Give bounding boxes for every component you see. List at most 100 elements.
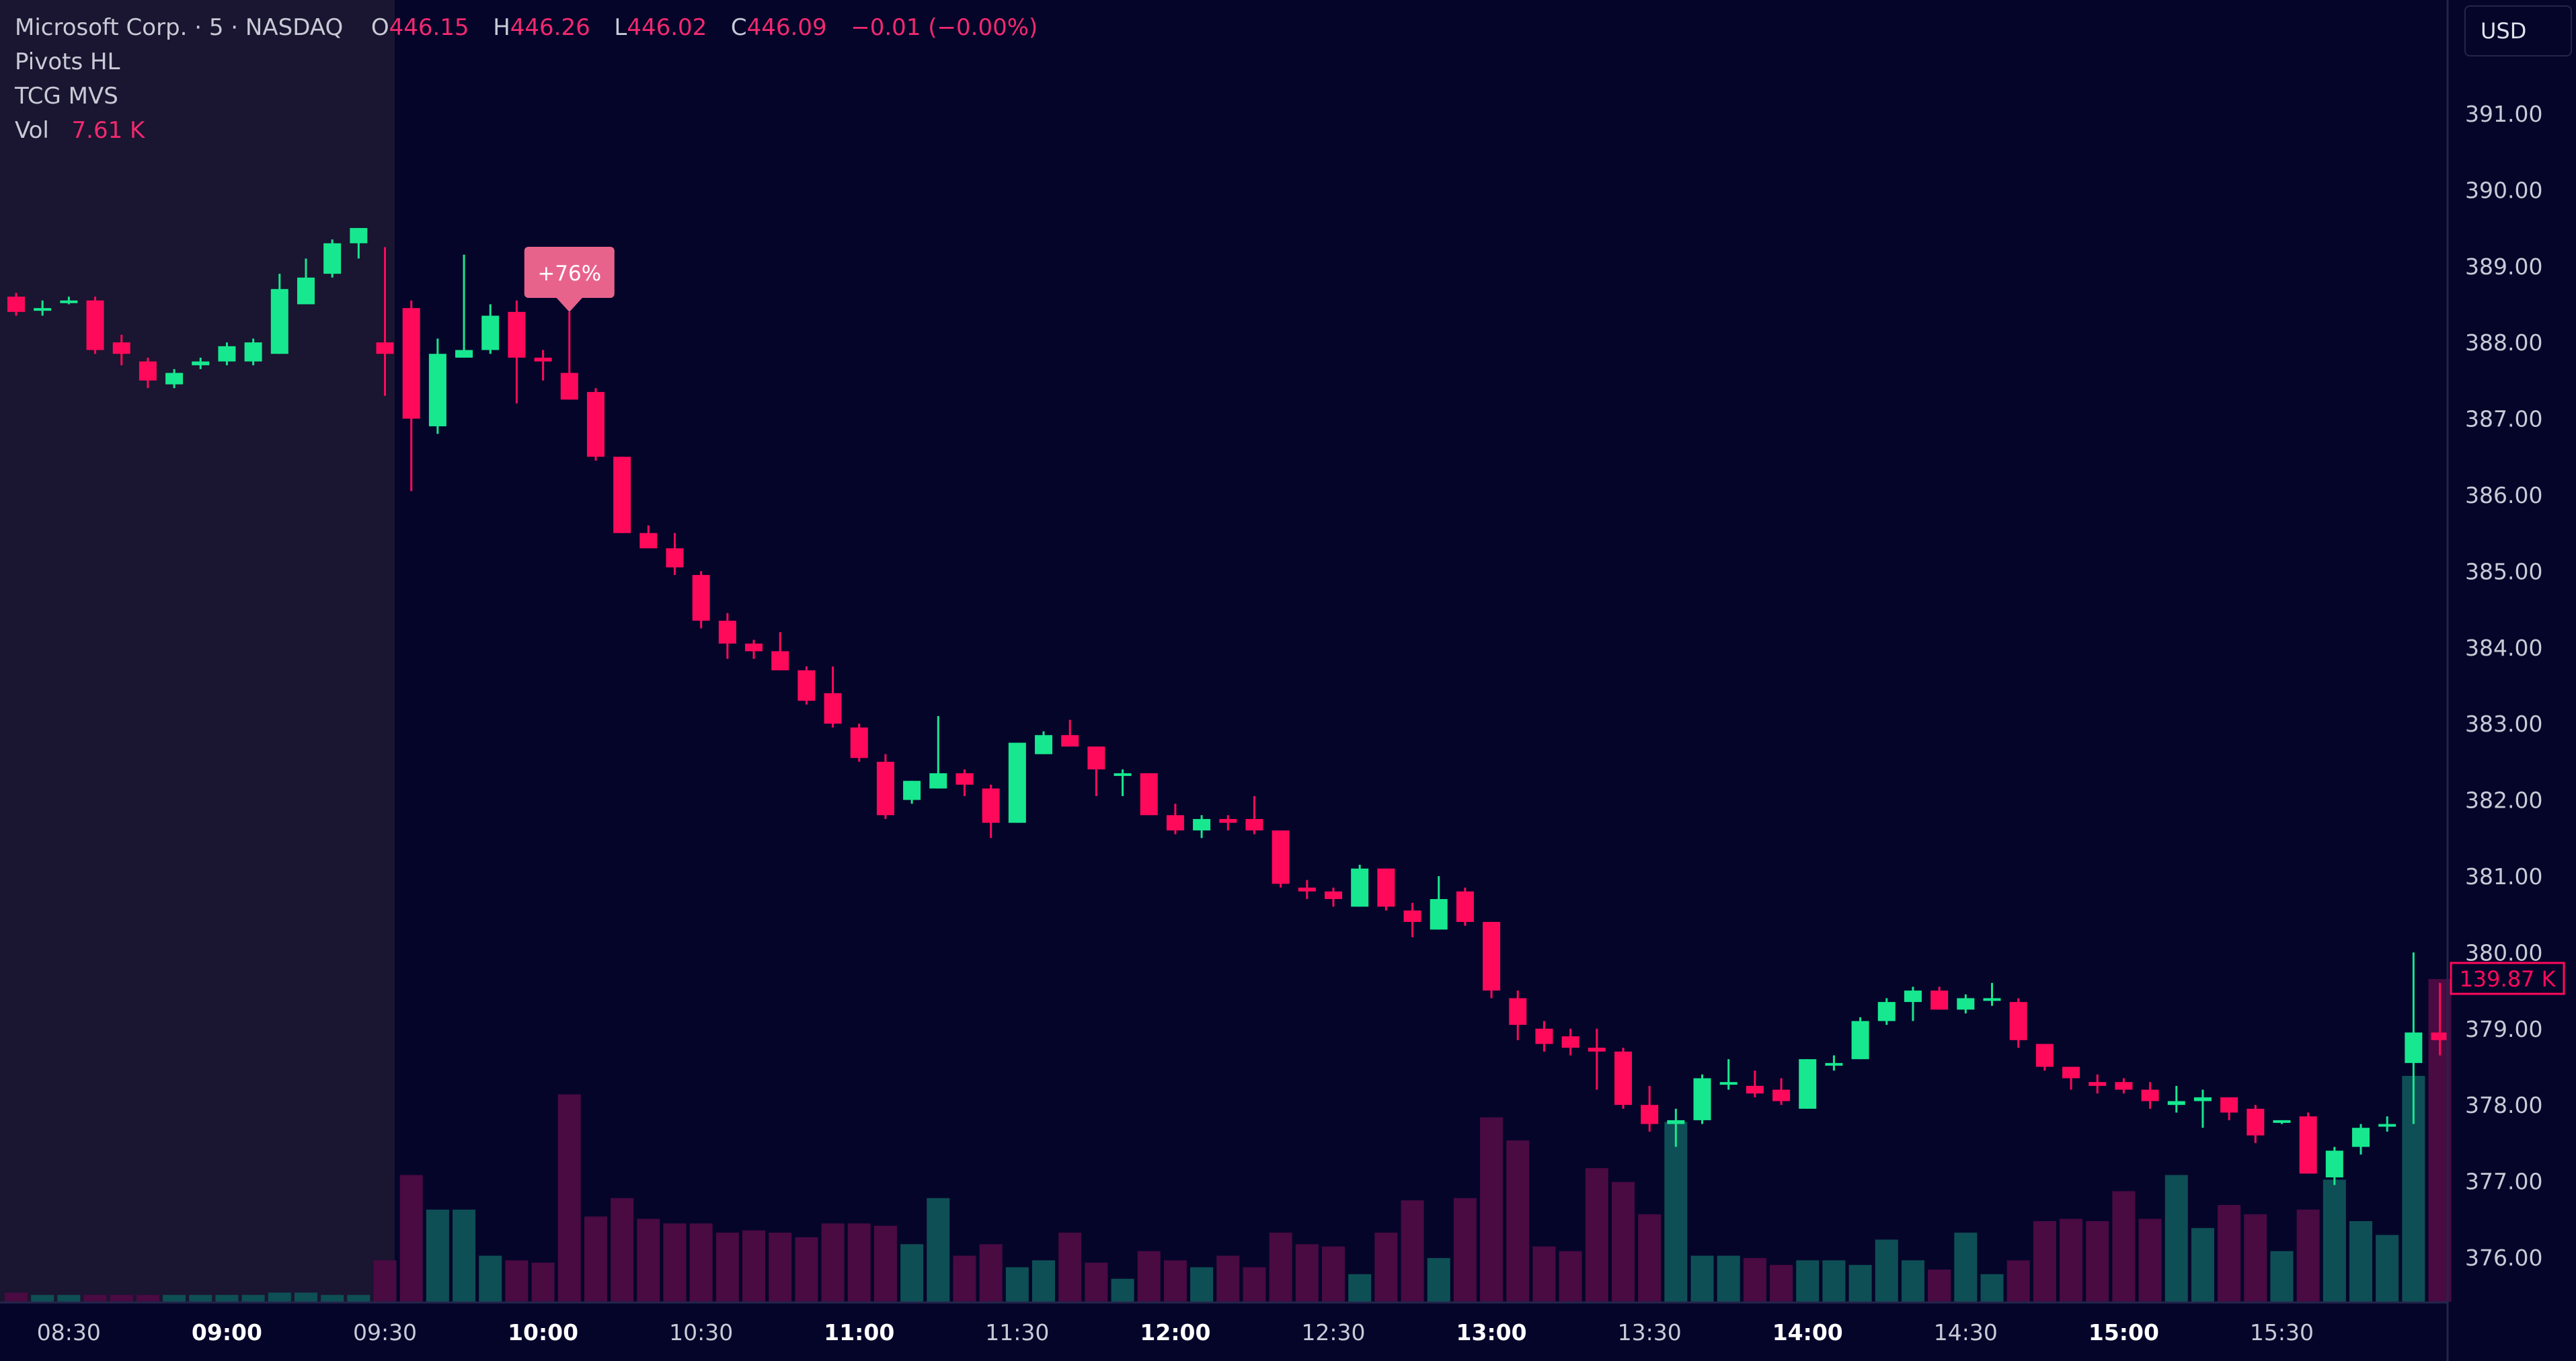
candle-body	[402, 308, 420, 419]
price-tick-label: 384.00	[2465, 635, 2542, 661]
price-tick-label: 379.00	[2465, 1016, 2542, 1042]
candle-body	[1430, 899, 1448, 930]
symbol-title[interactable]: Microsoft Corp. · 5 · NASDAQ	[15, 14, 344, 41]
price-tick-label: 385.00	[2465, 558, 2542, 584]
volume-bar	[1085, 1262, 1108, 1302]
candle-body	[7, 297, 25, 312]
volume-bar	[1822, 1260, 1846, 1302]
volume-bar	[1137, 1251, 1161, 1302]
volume-bar	[505, 1260, 529, 1302]
candle-body	[1245, 818, 1263, 830]
candle-body	[1035, 735, 1053, 754]
volume-bar	[1770, 1265, 1793, 1302]
candle-body	[112, 342, 130, 354]
volume-bar	[1058, 1233, 1082, 1302]
volume-bar	[1848, 1265, 1872, 1302]
chart-legend: Microsoft Corp. · 5 · NASDAQ O446.15 H44…	[15, 11, 1038, 148]
candle-body	[2167, 1101, 2185, 1105]
indicator-pivots-hl[interactable]: Pivots HL	[15, 48, 120, 75]
volume-bar	[268, 1292, 291, 1302]
time-axis[interactable]: 08:30 09:00 09:30 10:00 10:30 11:00 11:30 12:00…	[37, 1319, 2314, 1346]
volume-bar	[1611, 1181, 1635, 1302]
ohlc-open-value: 446.15	[389, 14, 469, 41]
currency-button[interactable]: USD	[2464, 5, 2572, 56]
candle-body	[2405, 1032, 2423, 1063]
candle-body	[428, 354, 446, 426]
time-tick-label: 10:30	[669, 1319, 733, 1346]
candle-body	[1298, 888, 1316, 892]
candle-body	[1588, 1048, 1606, 1052]
volume-bar	[900, 1244, 924, 1302]
candle-body	[1719, 1082, 1738, 1085]
candle-body	[2193, 1097, 2212, 1101]
candle-body	[1456, 891, 1474, 923]
last-volume-text: 139.87 K	[2459, 966, 2556, 992]
volume-bar	[557, 1094, 581, 1302]
candle-body	[929, 773, 947, 789]
candle-body	[86, 300, 104, 350]
candle-body	[1799, 1059, 1817, 1109]
time-tick-label: 09:00	[192, 1319, 262, 1346]
candle-body	[1851, 1021, 1869, 1060]
candle-body	[1904, 990, 1922, 1003]
candle-body	[1641, 1105, 1659, 1124]
volume-bars	[5, 979, 2452, 1302]
volume-bar	[373, 1260, 397, 1302]
candle-body	[165, 373, 184, 385]
volume-bar	[1717, 1255, 1740, 1302]
volume-bar	[1585, 1168, 1608, 1302]
candle-body	[2035, 1044, 2054, 1067]
candle-body	[1166, 815, 1184, 830]
ohlc-high-value: 446.26	[510, 14, 590, 41]
candle-body	[1087, 746, 1105, 770]
volume-bar	[1559, 1251, 1582, 1302]
price-tick-label: 383.00	[2465, 711, 2542, 737]
pivot-label-box	[524, 247, 615, 298]
volume-bar	[2060, 1218, 2083, 1302]
candle-body	[1930, 990, 1949, 1010]
candle-body	[2115, 1082, 2133, 1090]
volume-bar	[2191, 1228, 2214, 1302]
candle-body	[2352, 1128, 2370, 1147]
volume-bar	[399, 1175, 423, 1302]
volume-bar	[821, 1223, 845, 1302]
volume-bar	[953, 1255, 976, 1302]
volume-bar	[1111, 1278, 1134, 1302]
volume-bar	[769, 1233, 792, 1302]
indicator-tcg-mvs[interactable]: TCG MVS	[15, 83, 118, 110]
candle-body	[2220, 1097, 2238, 1113]
candle-body	[771, 651, 789, 670]
volume-bar	[1190, 1267, 1214, 1302]
candle-body	[34, 308, 52, 311]
volume-bar	[189, 1294, 212, 1302]
time-tick-label: 15:00	[2089, 1319, 2159, 1346]
price-tick-label: 390.00	[2465, 177, 2542, 203]
volume-bar	[637, 1218, 660, 1302]
price-axis[interactable]: 391.00 390.00 389.00 388.00 387.00 386.00 385.…	[2465, 101, 2542, 1271]
time-tick-label: 08:30	[37, 1319, 101, 1346]
volume-bar	[479, 1255, 502, 1302]
volume-bar	[1875, 1239, 1898, 1302]
candle-body	[60, 300, 78, 303]
volume-row[interactable]: Vol 7.61 K	[15, 114, 1038, 148]
volume-bar	[2296, 1209, 2320, 1302]
time-tick-label: 12:30	[1301, 1319, 1365, 1346]
pivot-high-label: +76%	[524, 247, 615, 312]
candle-body	[1483, 922, 1501, 991]
time-tick-label: 12:00	[1140, 1319, 1210, 1346]
ohlc-close-label: C	[730, 14, 747, 41]
candle-body	[586, 391, 604, 457]
candle-body	[218, 346, 236, 362]
volume-bar	[1480, 1117, 1504, 1302]
candle-body	[613, 457, 631, 533]
ohlc-low-value: 446.02	[627, 14, 707, 41]
candle-body	[718, 621, 736, 644]
volume-bar	[453, 1209, 476, 1302]
volume-bar	[689, 1223, 713, 1302]
candle-body	[666, 548, 684, 568]
volume-bar	[1269, 1233, 1292, 1302]
volume-bar	[2033, 1221, 2056, 1302]
candle-body	[2247, 1108, 2265, 1136]
ohlc-close-value: 446.09	[746, 14, 827, 41]
